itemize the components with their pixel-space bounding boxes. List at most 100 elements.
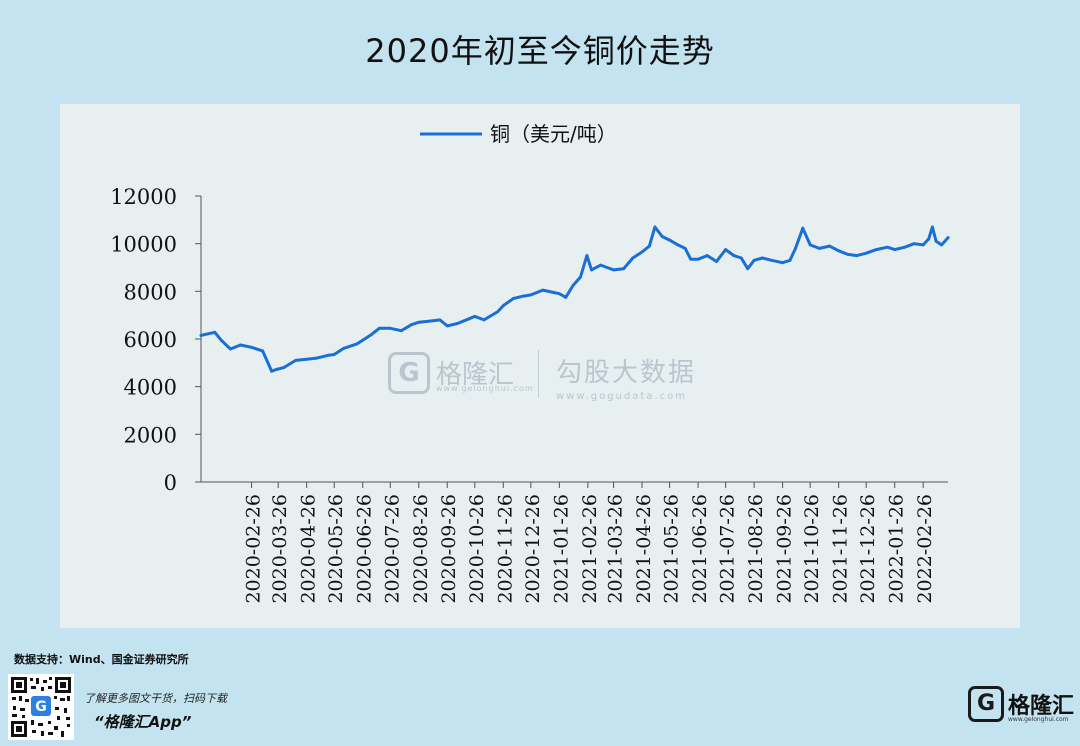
series-line-copper: [199, 225, 950, 373]
data-point: [377, 326, 381, 330]
watermark-right-name: 勾股大数据: [556, 358, 697, 388]
x-tick-label: 2020-09-26: [438, 494, 460, 604]
data-point: [612, 268, 615, 272]
data-point: [388, 326, 392, 330]
data-point: [715, 260, 718, 263]
data-point: [696, 257, 700, 261]
data-point: [599, 263, 603, 267]
data-point: [885, 245, 889, 249]
y-tick-label: 8000: [124, 280, 177, 304]
data-point: [927, 237, 931, 241]
qr-code-icon[interactable]: G: [8, 674, 74, 740]
y-tick-label: 6000: [124, 328, 177, 352]
x-tick-label: 2020-05-26: [325, 494, 347, 604]
data-point: [828, 244, 831, 248]
data-point: [482, 318, 486, 322]
y-tick-label: 2000: [124, 423, 177, 447]
data-point: [294, 359, 298, 362]
watermark-right-url: www.gogudata.com: [556, 391, 688, 402]
data-point: [428, 319, 432, 323]
data-point: [794, 247, 797, 250]
data-point: [676, 243, 680, 247]
data-point: [522, 294, 525, 298]
data-point: [817, 247, 821, 250]
x-tick-label: 2020-11-26: [494, 494, 516, 604]
x-tick-label: 2021-04-26: [633, 494, 655, 604]
data-point: [199, 334, 203, 337]
data-point: [355, 342, 359, 346]
data-point: [724, 248, 728, 252]
data-point: [855, 254, 859, 257]
data-point: [683, 247, 687, 250]
data-point: [770, 258, 773, 262]
data-point: [282, 366, 286, 369]
data-point: [912, 242, 916, 246]
x-tick-label: 2021-03-26: [605, 494, 627, 604]
data-point: [874, 248, 878, 252]
x-tick-label: 2022-02-26: [914, 494, 936, 604]
x-tick-label: 2021-06-26: [689, 494, 711, 604]
data-point: [496, 310, 500, 313]
app-name: “格隆汇App”: [94, 713, 192, 731]
data-point: [940, 243, 943, 247]
x-tick-label: 2020-12-26: [522, 494, 544, 604]
data-point: [541, 288, 545, 292]
promo-text: 了解更多图文干货，扫码下载: [84, 692, 227, 705]
data-point: [332, 353, 336, 356]
data-point: [564, 295, 568, 299]
data-point: [660, 235, 664, 238]
data-point: [511, 297, 515, 300]
x-tick-label: 2021-12-26: [857, 494, 879, 604]
brand-g-icon: G: [968, 686, 1004, 722]
data-point: [752, 258, 756, 262]
x-tick-label: 2021-07-26: [717, 494, 739, 604]
data-point: [438, 318, 442, 322]
data-point: [640, 250, 644, 254]
legend-label: 铜（美元/吨）: [490, 122, 617, 146]
data-point: [473, 314, 477, 318]
y-tick-label: 10000: [110, 233, 177, 257]
plot-panel: 0 2000 4000 6000 8000 10000 12000 2020-02-26 202…: [60, 104, 1020, 628]
data-point: [781, 261, 785, 265]
x-tick-label: 2021-11-26: [830, 494, 852, 604]
watermark-left-url: www.gelonghui.com: [436, 384, 534, 393]
y-tick-label: 0: [164, 471, 177, 495]
chart-title: 2020年初至今铜价走势: [365, 32, 715, 70]
gelonghui-logo-icon: G: [388, 352, 430, 394]
data-point: [934, 239, 938, 243]
data-point: [921, 243, 925, 247]
data-point: [557, 292, 561, 296]
data-point: [501, 304, 505, 308]
data-point: [946, 236, 950, 240]
x-tick-label: 2021-01-26: [550, 494, 572, 604]
data-point: [529, 293, 533, 297]
x-tick-label: 2020-02-26: [243, 494, 265, 604]
data-point: [846, 252, 850, 256]
data-point: [647, 244, 651, 248]
data-source: 数据支持：Wind、国金证券研究所: [14, 653, 189, 666]
data-point: [399, 329, 403, 333]
data-point: [261, 349, 264, 353]
x-tick-label: 2020-08-26: [410, 494, 432, 604]
data-point: [274, 368, 278, 371]
x-tick-label: 2021-09-26: [774, 494, 796, 604]
data-point: [903, 245, 907, 249]
data-point: [739, 256, 743, 260]
data-point: [622, 267, 626, 271]
data-point: [361, 338, 365, 342]
x-tick-label: 2021-05-26: [661, 494, 683, 604]
data-point: [370, 332, 374, 336]
x-tick-label: 2020-04-26: [298, 494, 320, 604]
data-point: [270, 369, 274, 373]
data-point: [467, 317, 471, 321]
data-point: [229, 347, 232, 351]
data-point: [213, 330, 217, 334]
data-point: [590, 268, 593, 272]
watermark-gogudata: 勾股大数据 www.gogudata.com: [556, 352, 696, 402]
data-point: [705, 254, 709, 257]
data-point: [315, 356, 319, 360]
data-point: [239, 343, 242, 347]
data-point: [579, 275, 582, 279]
data-point: [732, 254, 736, 257]
